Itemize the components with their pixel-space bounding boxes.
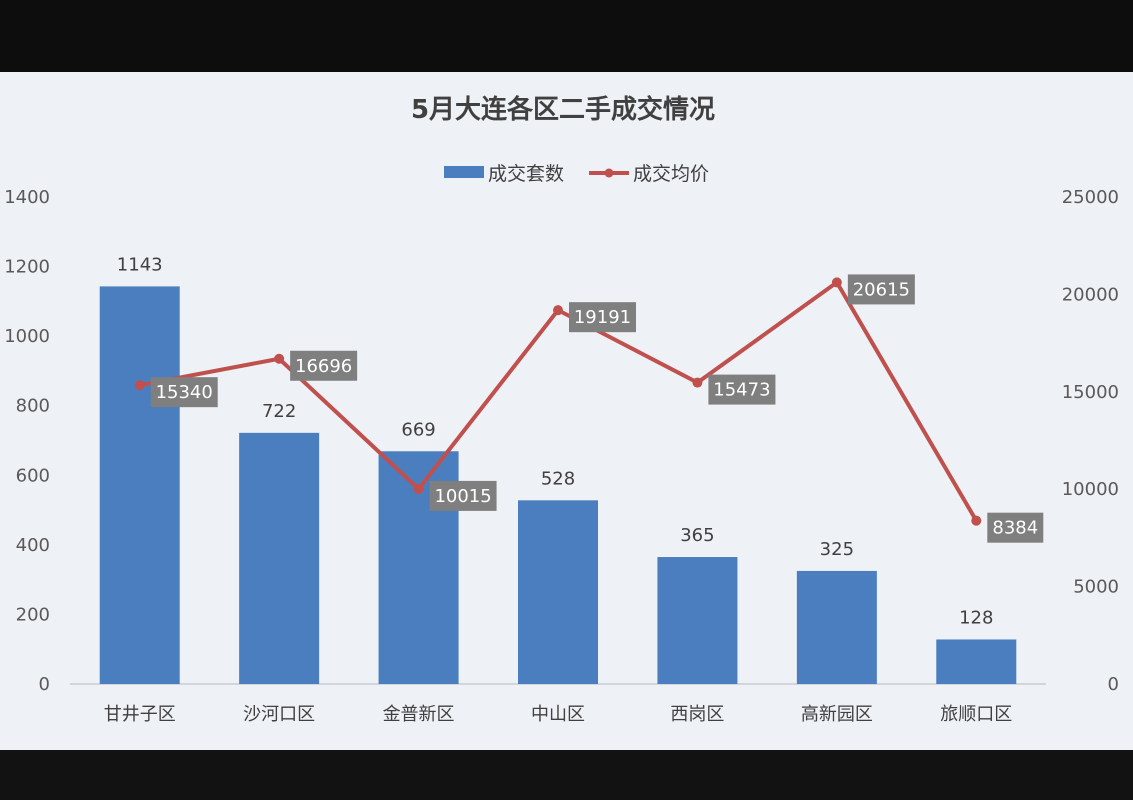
line-point [971, 515, 982, 526]
y-left-tick-label: 1200 [4, 257, 50, 278]
y-axis-left: 0 200 400 600 800 1000 1200 1400 [4, 187, 50, 695]
y-left-tick-label: 800 [16, 396, 50, 417]
bar [936, 639, 1017, 684]
bar [796, 570, 877, 684]
line-value-label: 10015 [434, 486, 491, 507]
y-left-tick-label: 0 [39, 674, 50, 695]
line-point [553, 305, 563, 316]
line-point [274, 353, 285, 364]
bar-value-label: 128 [959, 607, 993, 628]
bar-value-label: 669 [401, 419, 435, 440]
line-value-label-box [847, 274, 915, 305]
line-value-label: 20615 [853, 279, 910, 300]
bar [99, 286, 180, 684]
y-right-tick-label: 10000 [1062, 479, 1119, 500]
line-point [831, 277, 842, 288]
line-value-label: 16696 [295, 356, 352, 377]
line-value-label: 15473 [713, 380, 770, 401]
y-left-tick-label: 200 [16, 604, 50, 625]
line-point [692, 377, 703, 388]
x-category-label: 甘井子区 [104, 704, 176, 725]
line-value-label: 15340 [156, 382, 213, 403]
x-category-label: 高新园区 [801, 704, 873, 725]
bar [657, 557, 738, 684]
y-right-tick-label: 20000 [1062, 284, 1119, 305]
y-left-tick-label: 1400 [4, 187, 50, 208]
bar [518, 500, 598, 684]
legend-label-line: 成交均价 [633, 163, 709, 185]
line-value-label-box [429, 480, 497, 511]
legend: 成交套数 成交均价 [444, 163, 709, 185]
x-axis-categories: 甘井子区 沙河口区 金普新区 中山区 西岗区 高新园区 旅顺口区 [104, 704, 1013, 725]
line-value-label-box [290, 350, 358, 381]
y-right-tick-label: 0 [1108, 674, 1119, 695]
y-left-tick-label: 600 [16, 465, 50, 486]
bar-value-label: 722 [262, 401, 296, 422]
line-point [134, 380, 145, 391]
line-value-label-box [987, 512, 1044, 543]
line-value-label: 8384 [992, 518, 1038, 539]
y-right-tick-label: 5000 [1073, 577, 1119, 598]
x-category-label: 西岗区 [670, 704, 724, 725]
line-value-label: 19191 [574, 307, 631, 328]
x-category-label: 中山区 [531, 704, 585, 725]
line-value-label-box [708, 374, 776, 405]
line-value-label-box [569, 302, 636, 333]
x-category-label: 金普新区 [383, 704, 455, 725]
legend-swatch-line-marker [604, 168, 614, 178]
legend-label-bars: 成交套数 [488, 163, 564, 185]
y-left-tick-label: 1000 [4, 326, 50, 347]
bar-value-label: 1143 [117, 254, 163, 275]
line-series [134, 277, 982, 526]
x-category-label: 沙河口区 [243, 704, 315, 725]
bar-value-label: 325 [820, 539, 854, 560]
y-right-tick-label: 25000 [1062, 187, 1119, 208]
line-data-labels: 15340 16696 10015 19191 15473 20615 8384 [150, 274, 1044, 543]
line-point [413, 483, 424, 494]
top-dark-band [0, 0, 1133, 72]
bottom-dark-band [0, 750, 1133, 800]
y-right-tick-label: 15000 [1062, 382, 1119, 403]
x-category-label: 旅顺口区 [940, 704, 1012, 725]
y-left-tick-label: 400 [16, 535, 50, 556]
bar-value-label: 528 [541, 468, 575, 489]
y-axis-right: 0 5000 10000 15000 20000 25000 [1062, 187, 1119, 695]
bar-value-label: 365 [680, 525, 714, 546]
chart-title: 5月大连各区二手成交情况 [411, 94, 715, 125]
legend-swatch-bars [444, 166, 484, 178]
bar [239, 432, 320, 684]
bar-series [99, 286, 1017, 684]
line-value-label-box [150, 377, 218, 408]
bar-data-labels: 1143 722 669 528 365 325 128 [117, 254, 994, 628]
